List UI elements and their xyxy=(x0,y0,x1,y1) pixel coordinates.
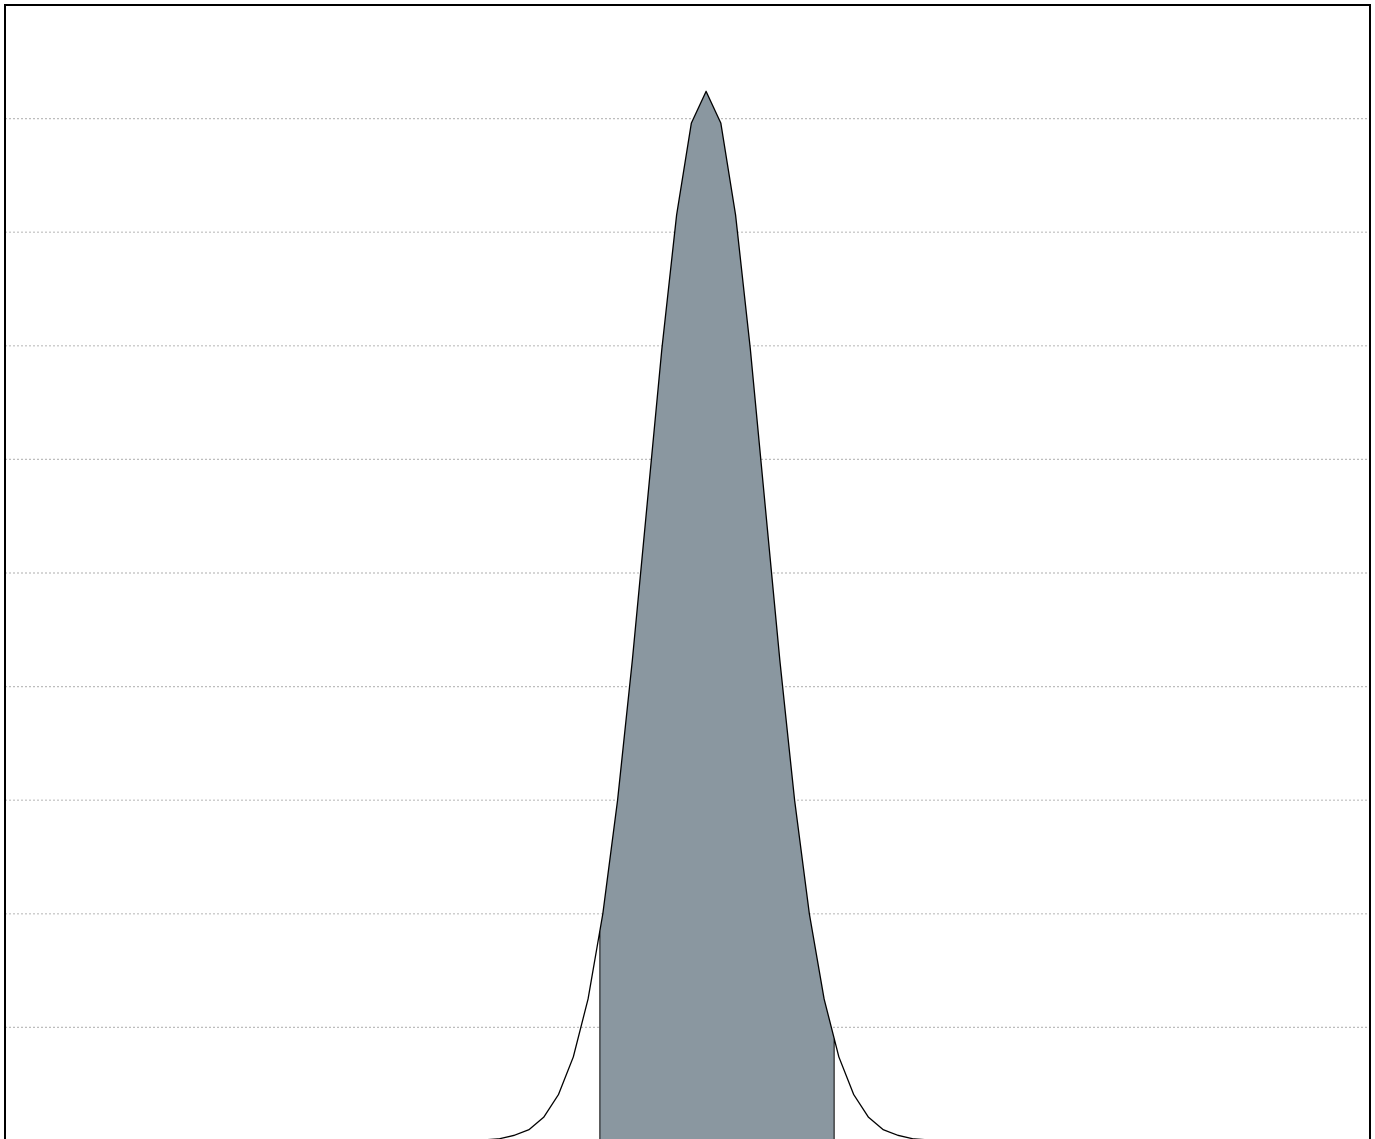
shaded-area xyxy=(599,91,835,1139)
plot-frame xyxy=(4,4,1371,1139)
density-curve xyxy=(487,90,925,1139)
plot xyxy=(487,90,925,1139)
shaded-group xyxy=(599,91,835,1139)
